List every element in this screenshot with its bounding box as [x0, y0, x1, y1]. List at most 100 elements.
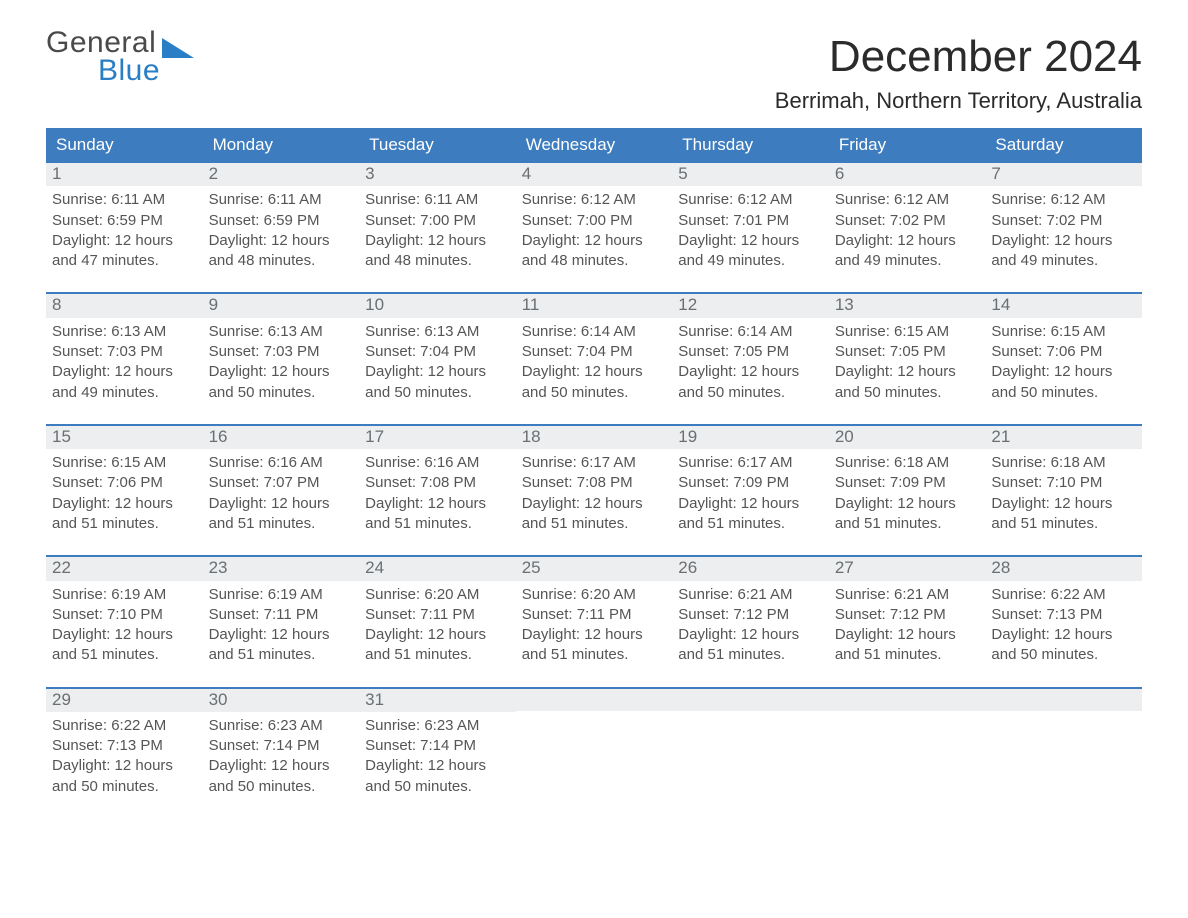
daylight-line-1: Daylight: 12 hours	[52, 494, 197, 514]
sunset-line: Sunset: 7:01 PM	[678, 211, 823, 231]
daylight-line-2: and 50 minutes.	[678, 383, 823, 403]
calendar-day: 3Sunrise: 6:11 AMSunset: 7:00 PMDaylight…	[359, 163, 516, 278]
daylight-line-1: Daylight: 12 hours	[209, 231, 354, 251]
day-number: 3	[359, 163, 516, 186]
day-number: 24	[359, 557, 516, 580]
day-body: Sunrise: 6:22 AMSunset: 7:13 PMDaylight:…	[985, 581, 1142, 673]
daylight-line-1: Daylight: 12 hours	[991, 231, 1136, 251]
day-number: 8	[46, 294, 203, 317]
dow-wednesday: Wednesday	[516, 128, 673, 163]
sunset-line: Sunset: 7:10 PM	[52, 605, 197, 625]
sunrise-line: Sunrise: 6:14 AM	[522, 322, 667, 342]
daylight-line-1: Daylight: 12 hours	[52, 231, 197, 251]
calendar-day: 12Sunrise: 6:14 AMSunset: 7:05 PMDayligh…	[672, 294, 829, 409]
sunrise-line: Sunrise: 6:17 AM	[522, 453, 667, 473]
day-number: 26	[672, 557, 829, 580]
sunset-line: Sunset: 7:08 PM	[522, 473, 667, 493]
page-subtitle: Berrimah, Northern Territory, Australia	[775, 88, 1142, 114]
sunset-line: Sunset: 7:11 PM	[209, 605, 354, 625]
calendar-day: 21Sunrise: 6:18 AMSunset: 7:10 PMDayligh…	[985, 426, 1142, 541]
daylight-line-2: and 51 minutes.	[835, 514, 980, 534]
day-number: 18	[516, 426, 673, 449]
daylight-line-2: and 51 minutes.	[365, 514, 510, 534]
calendar-day: 28Sunrise: 6:22 AMSunset: 7:13 PMDayligh…	[985, 557, 1142, 672]
sunset-line: Sunset: 7:00 PM	[522, 211, 667, 231]
calendar-day: 24Sunrise: 6:20 AMSunset: 7:11 PMDayligh…	[359, 557, 516, 672]
daylight-line-1: Daylight: 12 hours	[991, 494, 1136, 514]
sunset-line: Sunset: 7:10 PM	[991, 473, 1136, 493]
sunrise-line: Sunrise: 6:15 AM	[52, 453, 197, 473]
daylight-line-2: and 51 minutes.	[835, 645, 980, 665]
sunrise-line: Sunrise: 6:16 AM	[209, 453, 354, 473]
day-body: Sunrise: 6:11 AMSunset: 6:59 PMDaylight:…	[46, 186, 203, 278]
day-body: Sunrise: 6:23 AMSunset: 7:14 PMDaylight:…	[359, 712, 516, 804]
daylight-line-2: and 50 minutes.	[209, 777, 354, 797]
sunset-line: Sunset: 7:12 PM	[678, 605, 823, 625]
calendar-week: 8Sunrise: 6:13 AMSunset: 7:03 PMDaylight…	[46, 292, 1142, 409]
day-body	[829, 711, 986, 803]
day-body: Sunrise: 6:15 AMSunset: 7:05 PMDaylight:…	[829, 318, 986, 410]
day-number: 23	[203, 557, 360, 580]
calendar-day: 15Sunrise: 6:15 AMSunset: 7:06 PMDayligh…	[46, 426, 203, 541]
sunrise-line: Sunrise: 6:17 AM	[678, 453, 823, 473]
calendar-day-empty	[829, 689, 986, 804]
day-number	[985, 689, 1142, 711]
sunrise-line: Sunrise: 6:14 AM	[678, 322, 823, 342]
day-body: Sunrise: 6:20 AMSunset: 7:11 PMDaylight:…	[359, 581, 516, 673]
day-body: Sunrise: 6:21 AMSunset: 7:12 PMDaylight:…	[829, 581, 986, 673]
title-block: December 2024 Berrimah, Northern Territo…	[775, 28, 1142, 128]
day-number	[672, 689, 829, 711]
sunrise-line: Sunrise: 6:23 AM	[365, 716, 510, 736]
day-body: Sunrise: 6:22 AMSunset: 7:13 PMDaylight:…	[46, 712, 203, 804]
daylight-line-1: Daylight: 12 hours	[835, 625, 980, 645]
sunrise-line: Sunrise: 6:18 AM	[835, 453, 980, 473]
daylight-line-2: and 51 minutes.	[678, 645, 823, 665]
day-number: 7	[985, 163, 1142, 186]
daylight-line-2: and 49 minutes.	[52, 383, 197, 403]
sunset-line: Sunset: 7:11 PM	[522, 605, 667, 625]
calendar-day: 17Sunrise: 6:16 AMSunset: 7:08 PMDayligh…	[359, 426, 516, 541]
daylight-line-1: Daylight: 12 hours	[991, 625, 1136, 645]
sunrise-line: Sunrise: 6:13 AM	[365, 322, 510, 342]
sunset-line: Sunset: 7:05 PM	[678, 342, 823, 362]
daylight-line-1: Daylight: 12 hours	[678, 231, 823, 251]
daylight-line-2: and 50 minutes.	[522, 383, 667, 403]
sunset-line: Sunset: 7:06 PM	[52, 473, 197, 493]
day-number: 6	[829, 163, 986, 186]
calendar-day: 25Sunrise: 6:20 AMSunset: 7:11 PMDayligh…	[516, 557, 673, 672]
calendar-day: 18Sunrise: 6:17 AMSunset: 7:08 PMDayligh…	[516, 426, 673, 541]
sunrise-line: Sunrise: 6:12 AM	[522, 190, 667, 210]
day-body: Sunrise: 6:12 AMSunset: 7:02 PMDaylight:…	[829, 186, 986, 278]
daylight-line-2: and 50 minutes.	[209, 383, 354, 403]
day-number: 4	[516, 163, 673, 186]
sunrise-line: Sunrise: 6:15 AM	[835, 322, 980, 342]
day-body: Sunrise: 6:23 AMSunset: 7:14 PMDaylight:…	[203, 712, 360, 804]
calendar-day: 10Sunrise: 6:13 AMSunset: 7:04 PMDayligh…	[359, 294, 516, 409]
sunset-line: Sunset: 6:59 PM	[209, 211, 354, 231]
calendar-day: 23Sunrise: 6:19 AMSunset: 7:11 PMDayligh…	[203, 557, 360, 672]
sunrise-line: Sunrise: 6:20 AM	[522, 585, 667, 605]
daylight-line-1: Daylight: 12 hours	[365, 362, 510, 382]
sunrise-line: Sunrise: 6:12 AM	[991, 190, 1136, 210]
daylight-line-2: and 48 minutes.	[209, 251, 354, 271]
daylight-line-1: Daylight: 12 hours	[52, 362, 197, 382]
daylight-line-1: Daylight: 12 hours	[365, 625, 510, 645]
day-body: Sunrise: 6:15 AMSunset: 7:06 PMDaylight:…	[46, 449, 203, 541]
day-body: Sunrise: 6:18 AMSunset: 7:09 PMDaylight:…	[829, 449, 986, 541]
sunrise-line: Sunrise: 6:16 AM	[365, 453, 510, 473]
sunrise-line: Sunrise: 6:22 AM	[52, 716, 197, 736]
daylight-line-1: Daylight: 12 hours	[365, 494, 510, 514]
daylight-line-1: Daylight: 12 hours	[209, 494, 354, 514]
day-number: 25	[516, 557, 673, 580]
sunset-line: Sunset: 7:03 PM	[52, 342, 197, 362]
day-body: Sunrise: 6:14 AMSunset: 7:04 PMDaylight:…	[516, 318, 673, 410]
page: General Blue December 2024 Berrimah, Nor…	[0, 0, 1188, 844]
sunset-line: Sunset: 7:08 PM	[365, 473, 510, 493]
daylight-line-1: Daylight: 12 hours	[522, 362, 667, 382]
weeks-container: 1Sunrise: 6:11 AMSunset: 6:59 PMDaylight…	[46, 163, 1142, 804]
day-body: Sunrise: 6:19 AMSunset: 7:10 PMDaylight:…	[46, 581, 203, 673]
day-number: 16	[203, 426, 360, 449]
daylight-line-2: and 51 minutes.	[991, 514, 1136, 534]
sunset-line: Sunset: 7:04 PM	[365, 342, 510, 362]
calendar-day: 13Sunrise: 6:15 AMSunset: 7:05 PMDayligh…	[829, 294, 986, 409]
